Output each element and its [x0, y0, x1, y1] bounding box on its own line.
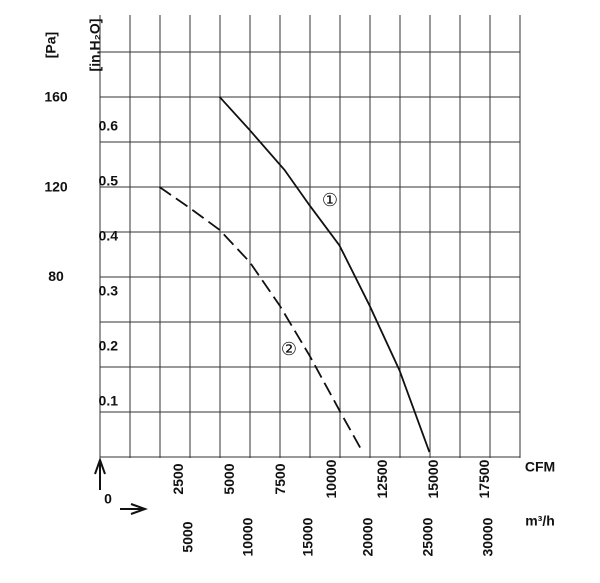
curve-label: ① [322, 190, 338, 210]
y2-tick-label: 120 [44, 178, 68, 194]
y2-axis-label: [Pa] [43, 32, 59, 58]
y2-tick-label: 80 [48, 268, 64, 284]
curve [158, 186, 363, 451]
y-arrow [94, 457, 106, 490]
y-tick-label: 0.5 [99, 173, 119, 189]
x2-tick-label: 15000 [299, 517, 315, 556]
curve-label: ② [281, 339, 297, 359]
x2-tick-label: 25000 [419, 517, 435, 556]
x-axis-label: CFM [525, 459, 555, 475]
origin-label: 0 [104, 491, 112, 507]
x2-tick-label: 10000 [239, 517, 255, 556]
y-tick-label: 0.4 [99, 228, 119, 244]
y2-tick-label: 160 [44, 89, 68, 105]
y-tick-label: 0.2 [99, 338, 119, 354]
x2-tick-label: 20000 [359, 517, 375, 556]
x-tick-label: 10000 [323, 459, 339, 498]
x-tick-label: 17500 [476, 459, 492, 498]
grid [99, 15, 521, 458]
x2-tick-label: 30000 [479, 517, 495, 556]
x-tick-label: 15000 [425, 459, 441, 498]
x-tick-label: 12500 [374, 459, 390, 498]
x-tick-label: 5000 [221, 463, 237, 494]
x-tick-label: 7500 [272, 463, 288, 494]
curve [218, 96, 431, 453]
x-arrow [120, 503, 148, 515]
x2-axis-label: m³/h [525, 513, 555, 529]
x2-tick-label: 5000 [179, 521, 195, 552]
y-tick-label: 0.3 [99, 283, 119, 299]
y-tick-label: 0.6 [99, 118, 119, 134]
x-tick-label: 2500 [170, 463, 186, 494]
y-tick-label: 0.1 [99, 393, 119, 409]
y-axis-label: [in.H₂O] [87, 19, 103, 72]
